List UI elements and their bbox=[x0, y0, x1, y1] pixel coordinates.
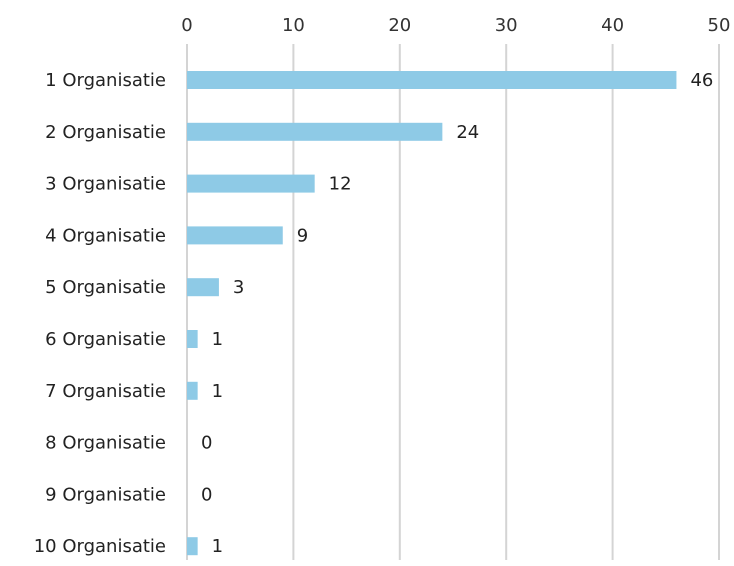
x-tick-label: 20 bbox=[388, 15, 411, 36]
data-labels: 46 24 12 9 3 1 1 0 0 1 bbox=[201, 70, 713, 557]
x-tick-label: 50 bbox=[708, 15, 731, 36]
x-tick-label: 10 bbox=[282, 15, 305, 36]
bar-value-label: 46 bbox=[690, 70, 713, 91]
bar bbox=[187, 278, 219, 297]
x-tick-label: 0 bbox=[181, 15, 192, 36]
category-label: 2 Organisatie bbox=[45, 122, 166, 143]
bar-value-label: 9 bbox=[297, 225, 308, 246]
bar-value-label: 1 bbox=[212, 381, 223, 402]
bar-value-label: 3 bbox=[233, 277, 244, 298]
x-tick-label: 40 bbox=[601, 15, 624, 36]
category-label: 8 Organisatie bbox=[45, 433, 166, 454]
category-label: 5 Organisatie bbox=[45, 277, 166, 298]
bar-value-label: 1 bbox=[212, 329, 223, 350]
x-tick-label: 30 bbox=[495, 15, 518, 36]
bar bbox=[187, 122, 443, 141]
category-label: 6 Organisatie bbox=[45, 329, 166, 350]
bar bbox=[187, 71, 677, 89]
bar bbox=[187, 381, 198, 400]
category-label: 4 Organisatie bbox=[45, 225, 166, 246]
bar-value-label: 0 bbox=[201, 484, 212, 505]
category-label: 1 Organisatie bbox=[45, 70, 166, 91]
category-label: 10 Organisatie bbox=[34, 536, 166, 557]
category-labels: 1 Organisatie 2 Organisatie 3 Organisatie 4… bbox=[34, 70, 166, 557]
gridlines bbox=[186, 44, 720, 560]
category-label: 9 Organisatie bbox=[45, 484, 166, 505]
category-label: 7 Organisatie bbox=[45, 381, 166, 402]
bar-value-label: 12 bbox=[329, 174, 352, 195]
bar bbox=[187, 174, 315, 193]
bar-value-label: 0 bbox=[201, 433, 212, 454]
bar bbox=[187, 226, 283, 245]
bars bbox=[187, 71, 677, 556]
bar-value-label: 24 bbox=[456, 122, 479, 143]
x-axis-ticks: 0 10 20 30 40 50 bbox=[181, 15, 730, 36]
bar bbox=[187, 330, 198, 348]
category-label: 3 Organisatie bbox=[45, 174, 166, 195]
bar bbox=[187, 537, 198, 556]
bar-value-label: 1 bbox=[212, 536, 223, 557]
